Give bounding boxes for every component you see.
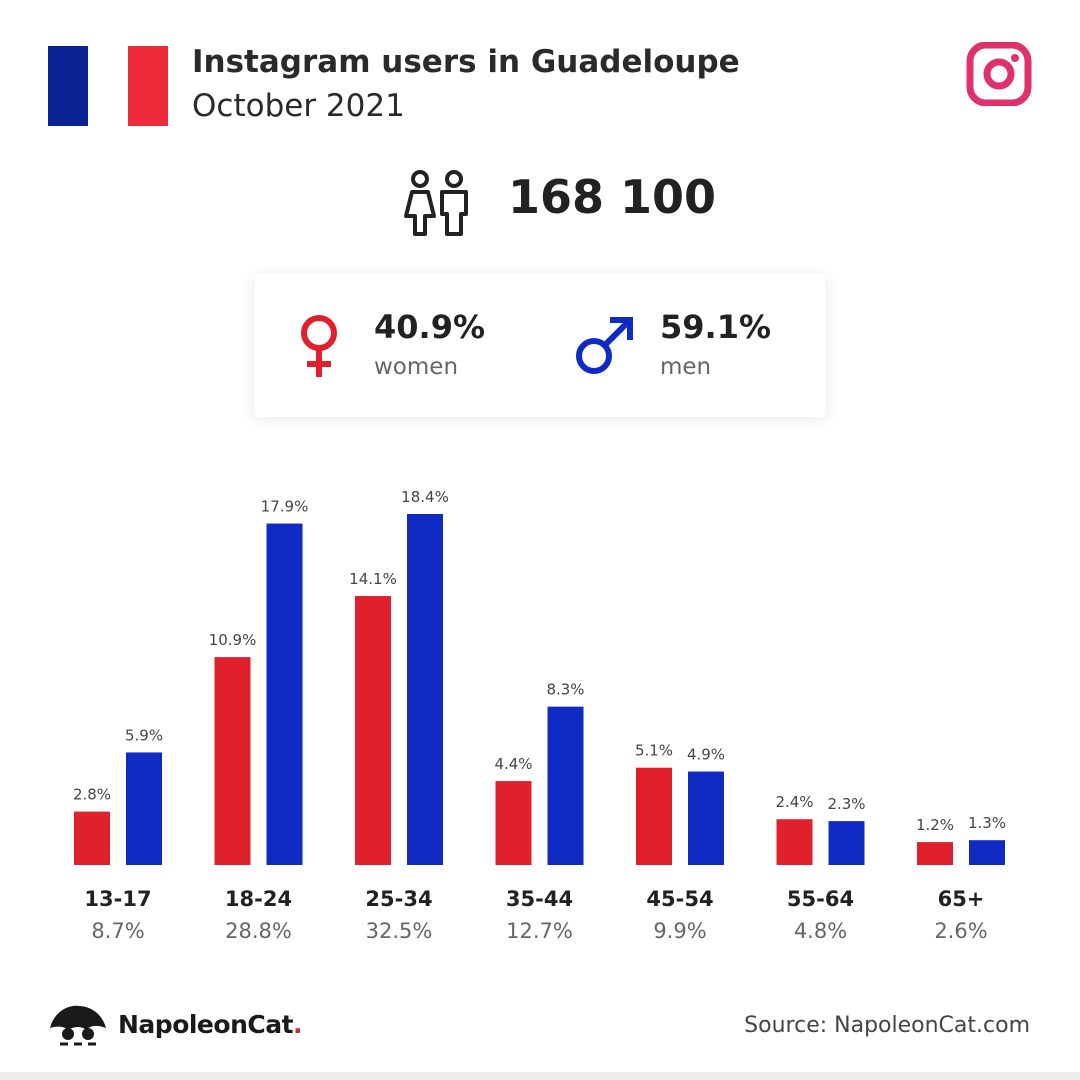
age-gender-bar-chart: 2.8% 5.9% 13-17 8.7% 10.9% 17.9% 18-24 28.8% 14.… — [73, 488, 1006, 943]
bar-value-label: 4.9% — [687, 746, 725, 764]
male-symbol-icon — [576, 317, 633, 374]
bar-women-45-54 — [636, 767, 672, 865]
category-label: 55-64 — [787, 887, 854, 911]
bar-women-55-64 — [776, 819, 813, 865]
bar-women-25-34 — [355, 596, 391, 865]
bar-value-label: 17.9% — [261, 498, 309, 516]
category-total-label: 4.8% — [794, 919, 847, 943]
napoleoncat-logo — [50, 1005, 106, 1046]
source-note: Source: NapoleonCat.com — [744, 1013, 1030, 1038]
bar-value-label: 5.9% — [125, 726, 163, 744]
bar-value-label: 2.3% — [827, 795, 865, 813]
category-total-label: 12.7% — [506, 919, 573, 943]
bar-men-65+ — [969, 840, 1005, 865]
category-total-label: 2.6% — [934, 919, 987, 943]
category-label: 65+ — [938, 887, 985, 911]
brand-name: NapoleonCat. — [118, 1010, 303, 1039]
category-total-label: 9.9% — [653, 919, 706, 943]
category-label: 18-24 — [225, 887, 292, 911]
bar-women-65+ — [917, 842, 953, 865]
total-users: 168 100 — [508, 170, 717, 224]
bar-men-13-17 — [126, 752, 162, 865]
category-label: 13-17 — [84, 887, 151, 911]
people-icon — [404, 170, 468, 236]
bar-men-55-64 — [828, 821, 865, 865]
bar-value-label: 14.1% — [349, 570, 397, 588]
bar-men-45-54 — [688, 771, 724, 865]
category-total-label: 28.8% — [225, 919, 292, 943]
category-total-label: 8.7% — [91, 919, 144, 943]
bar-women-13-17 — [74, 811, 110, 865]
bar-value-label: 2.8% — [73, 786, 111, 804]
gender-card — [254, 274, 826, 417]
page-title: Instagram users in Guadeloupe — [192, 44, 740, 80]
men-percentage: 59.1% — [660, 308, 772, 346]
bar-value-label: 10.9% — [209, 631, 257, 649]
female-symbol-icon — [301, 315, 337, 377]
bar-value-label: 4.4% — [494, 755, 532, 773]
flag-red-stripe — [128, 46, 168, 126]
category-label: 45-54 — [646, 887, 713, 911]
category-label: 25-34 — [365, 887, 432, 911]
women-percentage: 40.9% — [374, 308, 486, 346]
flag-blue-stripe — [48, 46, 88, 126]
bar-value-label: 8.3% — [546, 681, 584, 699]
category-label: 35-44 — [506, 887, 573, 911]
men-label: men — [660, 354, 712, 380]
category-total-label: 32.5% — [366, 919, 433, 943]
bar-value-label: 5.1% — [635, 742, 673, 760]
bar-value-label: 1.3% — [968, 814, 1006, 832]
bar-women-18-24 — [214, 657, 251, 865]
women-label: women — [374, 354, 459, 380]
bottom-strip — [0, 1072, 1080, 1080]
bar-value-label: 18.4% — [401, 488, 449, 506]
instagram-icon — [966, 42, 1032, 106]
bar-men-25-34 — [407, 514, 443, 865]
bar-men-18-24 — [266, 523, 303, 865]
bar-women-35-44 — [495, 781, 532, 865]
bar-value-label: 2.4% — [775, 793, 813, 811]
page-subtitle: October 2021 — [192, 88, 405, 124]
bar-men-35-44 — [547, 706, 584, 865]
bar-value-label: 1.2% — [916, 816, 954, 834]
